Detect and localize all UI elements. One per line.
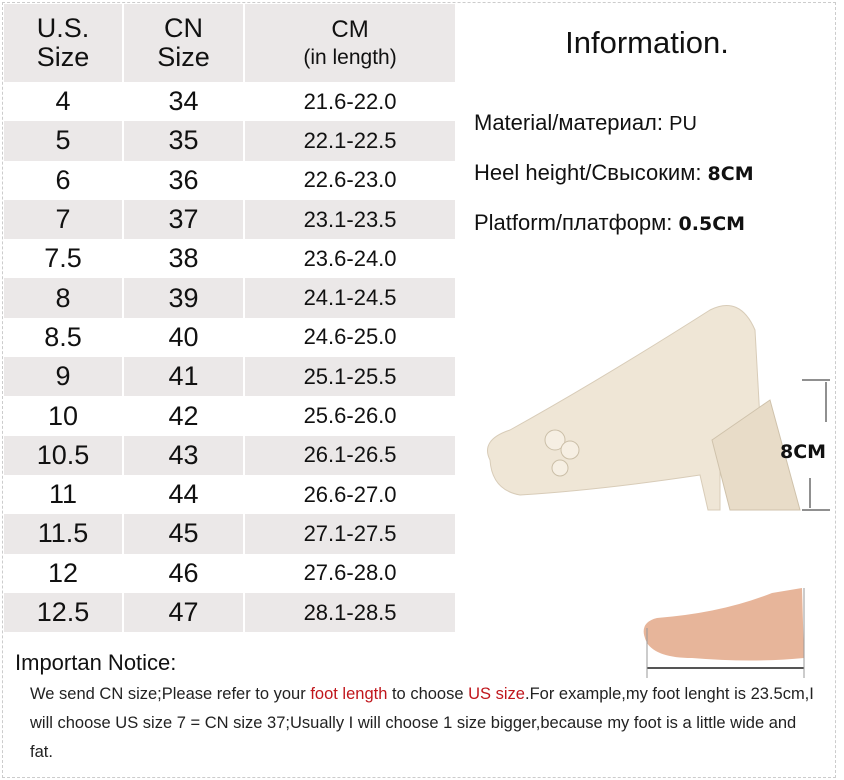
- cell-cn-size: 37: [122, 199, 246, 240]
- cell-us-size: 11: [4, 474, 124, 515]
- us-size-highlight: US size: [468, 685, 525, 703]
- cell-cn-size: 44: [122, 474, 246, 515]
- cell-us-size: 11.5: [4, 514, 124, 554]
- cell-us-size: 9: [4, 357, 124, 397]
- cell-us-size: 7: [4, 199, 124, 240]
- cell-cm-length: 23.6-24.0: [244, 239, 457, 279]
- cell-us-size: 6: [4, 160, 124, 200]
- cell-cm-length: 27.6-28.0: [244, 553, 457, 593]
- cell-us-size: 7.5: [4, 239, 124, 279]
- cell-cm-length: 27.1-27.5: [244, 514, 457, 554]
- table-row: 11.5 45 27.1-27.5: [4, 514, 457, 554]
- cell-us-size: 8: [4, 278, 124, 318]
- cell-cn-size: 40: [122, 317, 246, 358]
- cell-cn-size: 34: [122, 82, 246, 122]
- material-info: Material/материал: PU: [474, 110, 697, 135]
- platform-info: Platform/платформ: 0.5CM: [474, 210, 746, 235]
- cell-us-size: 12: [4, 553, 124, 593]
- table-row: 5 35 22.1-22.5: [4, 121, 457, 161]
- table-row: 9 41 25.1-25.5: [4, 357, 457, 397]
- table-row: 10 42 25.6-26.0: [4, 396, 457, 436]
- cell-us-size: 10: [4, 396, 124, 436]
- cell-cm-length: 25.6-26.0: [244, 396, 457, 436]
- table-row: 8 39 24.1-24.5: [4, 278, 457, 318]
- cell-cn-size: 41: [122, 357, 246, 397]
- cell-cm-length: 25.1-25.5: [244, 357, 457, 397]
- table-row: 12 46 27.6-28.0: [4, 553, 457, 593]
- cell-cn-size: 36: [122, 160, 246, 200]
- header-cn-size: CN Size: [122, 4, 246, 82]
- shoe-image: 8CM: [487, 305, 830, 511]
- cell-cm-length: 24.1-24.5: [244, 278, 457, 318]
- table-row: 7.5 38 23.6-24.0: [4, 239, 457, 279]
- cell-cn-size: 39: [122, 278, 246, 318]
- table-row: 4 34 21.6-22.0: [4, 82, 457, 122]
- table-row: 7 37 23.1-23.5: [4, 199, 457, 240]
- notice-title: Importan Notice:: [15, 650, 177, 675]
- heel-height-label: 8CM: [780, 441, 826, 463]
- cell-us-size: 4: [4, 82, 124, 122]
- cell-cm-length: 22.1-22.5: [244, 121, 457, 161]
- table-row: 8.5 40 24.6-25.0: [4, 317, 457, 358]
- cell-us-size: 12.5: [4, 592, 124, 633]
- cell-cn-size: 38: [122, 239, 246, 279]
- cell-us-size: 5: [4, 121, 124, 161]
- size-chart-table: U.S. Size CN Size CM (in length) 4 34 21.6-22…: [4, 4, 457, 633]
- cell-cm-length: 21.6-22.0: [244, 82, 457, 122]
- cell-us-size: 8.5: [4, 317, 124, 358]
- cell-cm-length: 24.6-25.0: [244, 317, 457, 358]
- cell-cn-size: 35: [122, 121, 246, 161]
- foot-length-highlight: foot length: [310, 685, 388, 703]
- cell-cm-length: 23.1-23.5: [244, 199, 457, 240]
- header-cm: CM (in length): [244, 4, 457, 82]
- table-row: 12.5 47 28.1-28.5: [4, 592, 457, 633]
- cell-cm-length: 28.1-28.5: [244, 592, 457, 633]
- table-row: 6 36 22.6-23.0: [4, 160, 457, 200]
- cell-cn-size: 43: [122, 435, 246, 475]
- cell-cm-length: 22.6-23.0: [244, 160, 457, 200]
- cell-cn-size: 45: [122, 514, 246, 554]
- cell-cm-length: 26.6-27.0: [244, 474, 457, 515]
- information-title: Information.: [565, 25, 729, 60]
- foot-measure-image: [643, 588, 805, 678]
- header-us-size: U.S. Size: [4, 4, 124, 82]
- cell-cm-length: 26.1-26.5: [244, 435, 457, 475]
- cell-cn-size: 47: [122, 592, 246, 633]
- notice-text: We send CN size;Please refer to your foo…: [30, 685, 814, 761]
- table-row: 11 44 26.6-27.0: [4, 474, 457, 515]
- heel-height-info: Heel height/Свысоким: 8CM: [474, 160, 754, 185]
- cell-cn-size: 46: [122, 553, 246, 593]
- cell-cn-size: 42: [122, 396, 246, 436]
- table-row: 10.5 43 26.1-26.5: [4, 435, 457, 475]
- cell-us-size: 10.5: [4, 435, 124, 475]
